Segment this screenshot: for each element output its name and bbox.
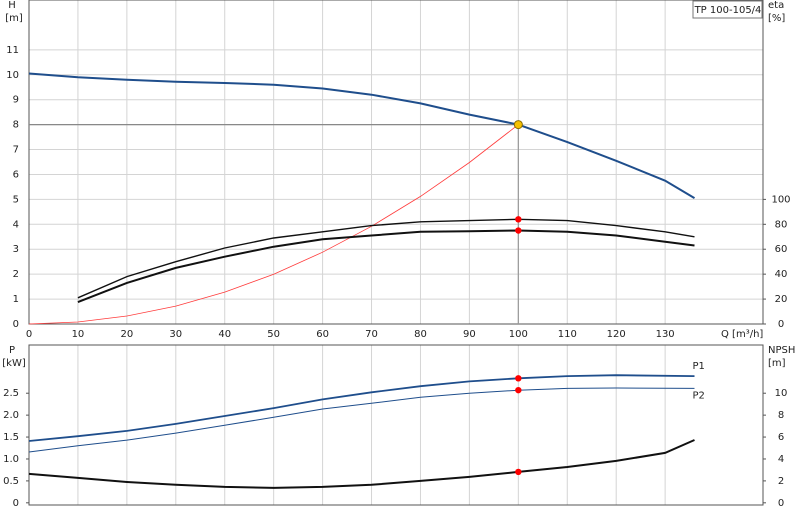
y-tick-label: 1: [13, 294, 19, 305]
x-tick-label: 10: [72, 329, 85, 340]
y-tick-label: 8: [13, 120, 19, 131]
plot-frame: [28, 344, 764, 506]
y-axis-unit: [m]: [5, 13, 23, 24]
plot-frame: [28, 0, 764, 325]
series-label: P1: [692, 361, 704, 372]
x-tick-label: 120: [607, 329, 626, 340]
operating-point: [515, 386, 522, 394]
y2-axis-unit: [m]: [768, 358, 786, 369]
series-label: P2: [692, 390, 704, 401]
y-tick-label: 0.5: [3, 476, 19, 487]
y-tick-label: 2.0: [3, 410, 19, 421]
operating-point: [515, 227, 522, 234]
y2-tick-label: 100: [771, 194, 790, 205]
y-axis-unit: [kW]: [2, 358, 26, 369]
y2-tick-label: 0: [778, 319, 784, 330]
x-tick-label: 60: [316, 329, 329, 340]
curve: [28, 124, 519, 325]
y-axis-label: P: [9, 345, 15, 356]
curve: [77, 229, 695, 304]
y-tick-label: 7: [13, 145, 19, 156]
x-tick-label: 0: [26, 329, 32, 340]
y2-tick-label: 10: [775, 388, 788, 399]
x-tick-label: 40: [218, 329, 231, 340]
curve: [28, 72, 696, 199]
x-tick-label: 20: [120, 329, 133, 340]
x-tick-label: 100: [509, 329, 528, 340]
operating-point: [515, 375, 522, 382]
y-tick-label: 5: [13, 194, 19, 205]
y2-tick-label: 40: [775, 269, 788, 280]
x-tick-label: 110: [558, 329, 577, 340]
operating-point: [515, 468, 522, 476]
title-box: [692, 0, 763, 19]
y-tick-label: 3: [13, 244, 19, 255]
x-tick-label: 70: [365, 329, 378, 340]
y2-tick-label: 6: [778, 432, 784, 443]
x-tick-label: 50: [267, 329, 280, 340]
y2-tick-label: 0: [778, 498, 784, 509]
chart-title: TP 100-105/4: [694, 5, 762, 16]
y-tick-label: 4: [13, 219, 19, 230]
y-tick-label: 1.5: [3, 432, 19, 443]
y2-axis-label: NPSH: [768, 345, 795, 356]
y-tick-label: 0: [13, 319, 19, 330]
x-axis-label: Q [m³/h]: [721, 329, 763, 340]
y-tick-label: 1.0: [3, 454, 19, 465]
y-tick-label: 9: [13, 95, 19, 106]
curve: [28, 374, 695, 442]
y2-tick-label: 4: [778, 454, 784, 465]
y2-axis-unit: [%]: [768, 13, 785, 24]
x-tick-label: 90: [463, 329, 476, 340]
y-tick-label: 11: [6, 45, 19, 56]
x-tick-label: 30: [169, 329, 182, 340]
y-tick-label: 6: [13, 169, 19, 180]
y-tick-label: 10: [6, 70, 19, 81]
x-tick-label: 80: [414, 329, 427, 340]
y-axis-label: H: [8, 0, 16, 11]
y2-tick-label: 2: [778, 476, 784, 487]
y2-tick-label: 80: [775, 219, 788, 230]
curve: [28, 439, 695, 489]
operating-point: [515, 216, 522, 223]
curve: [28, 387, 695, 453]
curve: [77, 218, 695, 299]
y-tick-label: 2: [13, 269, 19, 280]
y2-tick-label: 20: [775, 294, 788, 305]
operating-point: [513, 120, 523, 130]
y-tick-label: 0: [13, 498, 19, 509]
y2-tick-label: 8: [778, 410, 784, 421]
x-tick-label: 130: [656, 329, 675, 340]
y-tick-label: 2.5: [3, 388, 19, 399]
y2-axis-label: eta: [768, 0, 784, 11]
y2-tick-label: 60: [775, 244, 788, 255]
